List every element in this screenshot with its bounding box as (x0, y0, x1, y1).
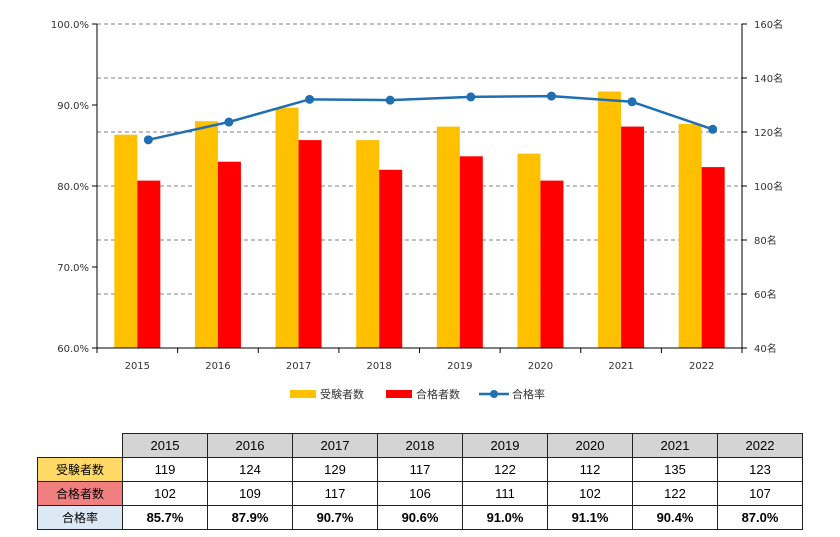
pass-rate-point (708, 124, 718, 134)
pass-rate-point (546, 91, 556, 101)
table-cell: 122 (632, 481, 718, 506)
table-cell: 117 (377, 457, 463, 482)
pass-rate-line (148, 94, 714, 142)
combo-chart: 40名 60名 80名 100名 120名 140名 160名 60.0% 70.0% 80.0%… (51, 18, 783, 401)
x-tick-label: 2017 (286, 361, 311, 372)
table-row-pass-rate: 合格率 85.7% 87.9% 90.7% 90.6% 91.0% 91.1% … (37, 505, 803, 530)
table-cell: 90.7% (292, 505, 378, 530)
table-header-row: 2015 2016 2017 2018 2019 2020 2021 2022 (37, 433, 803, 458)
table-year: 2017 (292, 433, 378, 458)
axes (92, 23, 747, 353)
x-tick-label: 2015 (125, 361, 150, 372)
bar-passers (459, 156, 483, 348)
table-cell: 112 (547, 457, 633, 482)
row-label: 合格率 (37, 505, 123, 530)
table-cell: 87.0% (717, 505, 803, 530)
y-right-tick-label: 140名 (754, 72, 783, 85)
y-right-tick-label: 100名 (754, 180, 783, 193)
legend-label: 合格率 (512, 387, 545, 401)
table-year: 2021 (632, 433, 718, 458)
table-cell: 102 (122, 481, 208, 506)
pass-rate-point (627, 97, 637, 107)
pass-rate-point (466, 92, 476, 102)
y-left-tick-label: 80.0% (57, 182, 89, 193)
table-corner (37, 433, 123, 458)
y-left-tick-label: 90.0% (57, 101, 89, 112)
pass-rate-point (224, 117, 234, 127)
table-year: 2019 (462, 433, 548, 458)
x-tick-label: 2021 (608, 361, 633, 372)
legend-label: 受験者数 (320, 387, 364, 401)
x-tick-label: 2016 (205, 361, 230, 372)
table-year: 2018 (377, 433, 463, 458)
y-left-tick-label: 70.0% (57, 263, 89, 274)
table-cell: 90.4% (632, 505, 718, 530)
data-table: 2015 2016 2017 2018 2019 2020 2021 2022 … (37, 433, 803, 530)
table-year: 2015 (122, 433, 208, 458)
x-tick-label: 2019 (447, 361, 472, 372)
bar-examinees (678, 123, 702, 349)
table-cell: 91.0% (462, 505, 548, 530)
table-row-examinees: 受験者数 119 124 129 117 122 112 135 123 (37, 457, 803, 482)
table-row-passers: 合格者数 102 109 117 106 111 102 122 107 (37, 481, 803, 506)
bar-examinees (517, 153, 541, 348)
y-left-tick-label: 60.0% (57, 344, 89, 355)
table-cell: 123 (717, 457, 803, 482)
table-cell: 109 (207, 481, 293, 506)
row-label: 受験者数 (37, 457, 123, 482)
bar-examinees (275, 107, 299, 348)
table-cell: 107 (717, 481, 803, 506)
table-cell: 111 (462, 481, 548, 506)
table-cell: 122 (462, 457, 548, 482)
bar-passers (540, 180, 564, 348)
bar-passers (137, 180, 161, 348)
table-year: 2016 (207, 433, 293, 458)
legend-swatch (490, 390, 498, 398)
bar-series (114, 91, 725, 349)
bar-examinees (436, 126, 460, 348)
table-cell: 90.6% (377, 505, 463, 530)
x-tick-label: 2018 (366, 361, 391, 372)
bar-examinees (114, 134, 138, 348)
table-year: 2022 (717, 433, 803, 458)
table-cell: 119 (122, 457, 208, 482)
pass-rate-point (385, 95, 395, 105)
table-cell: 135 (632, 457, 718, 482)
table-cell: 124 (207, 457, 293, 482)
y-right-tick-label: 160名 (754, 18, 783, 31)
x-tick-label: 2022 (689, 361, 714, 372)
table-cell: 117 (292, 481, 378, 506)
table-cell: 91.1% (547, 505, 633, 530)
bar-passers (701, 167, 725, 348)
table-cell: 85.7% (122, 505, 208, 530)
x-tick-label: 2020 (528, 361, 553, 372)
bar-passers (379, 169, 403, 348)
y-right-tick-label: 120名 (754, 126, 783, 139)
row-label: 合格者数 (37, 481, 123, 506)
y-right-tick-label: 80名 (754, 234, 777, 247)
bar-passers (621, 126, 645, 348)
line-series (143, 91, 718, 145)
bar-examinees (356, 140, 380, 348)
y-right-tick-label: 40名 (754, 342, 777, 355)
table-cell: 129 (292, 457, 378, 482)
y-right-tick-label: 60名 (754, 288, 777, 301)
gridlines (97, 23, 742, 295)
legend-swatch (290, 390, 316, 398)
legend: 受験者数 合格者数 合格率 (290, 387, 545, 401)
bar-examinees (598, 91, 622, 348)
pass-rate-point (305, 94, 315, 104)
y-left-tick-label: 100.0% (51, 20, 89, 31)
tick-labels: 40名 60名 80名 100名 120名 140名 160名 60.0% 70.0% 80.0%… (51, 18, 783, 372)
bar-passers (298, 140, 322, 348)
table-cell: 106 (377, 481, 463, 506)
legend-swatch (386, 390, 412, 398)
table-year: 2020 (547, 433, 633, 458)
pass-rate-point (143, 135, 153, 145)
table-cell: 102 (547, 481, 633, 506)
legend-label: 合格者数 (416, 387, 460, 401)
bar-passers (217, 161, 241, 348)
bar-examinees (194, 121, 218, 348)
table-cell: 87.9% (207, 505, 293, 530)
